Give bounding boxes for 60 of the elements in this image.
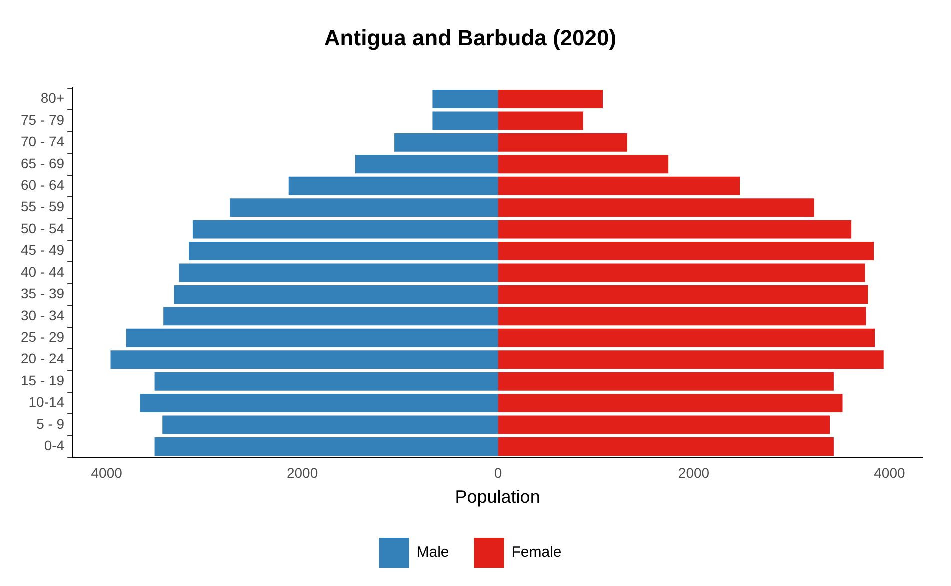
y-tick-label: 50 - 54 — [20, 220, 65, 236]
x-tick-label: 2000 — [678, 464, 710, 481]
bar — [498, 438, 834, 456]
bar — [498, 416, 830, 434]
y-tick-label: 80+ — [40, 90, 65, 106]
x-tick-label: 0 — [494, 464, 502, 481]
y-tick-label: 70 - 74 — [20, 134, 65, 150]
bar — [498, 112, 584, 130]
y-tick-label: 25 - 29 — [20, 329, 65, 346]
bar — [394, 133, 498, 152]
bar — [498, 350, 884, 370]
x-tick-label: 4000 — [874, 464, 906, 481]
bar — [498, 176, 740, 196]
bar — [498, 133, 628, 152]
bar — [174, 285, 498, 304]
chart-title: Antigua and Barbuda (2020) — [324, 25, 617, 50]
bar — [164, 307, 498, 326]
bar — [110, 350, 498, 370]
y-tick-label: 45 - 49 — [20, 242, 65, 258]
x-tick-label: 2000 — [286, 464, 318, 481]
bar — [498, 328, 876, 348]
y-tick-label: 10-14 — [28, 394, 65, 410]
bar — [498, 220, 852, 239]
bar — [498, 90, 603, 108]
y-tick-label: 0-4 — [44, 438, 65, 454]
bar — [498, 307, 866, 326]
y-tick-label: 5 - 9 — [36, 416, 65, 432]
bar — [498, 242, 874, 261]
legend-label: Female — [512, 544, 562, 562]
bar — [498, 264, 866, 282]
bar — [498, 198, 814, 218]
y-tick-label: 65 - 69 — [20, 155, 65, 172]
x-tick-label: 4000 — [91, 464, 123, 481]
legend-label: Male — [416, 544, 450, 562]
y-tick-label: 30 - 34 — [20, 307, 65, 324]
y-tick-label: 35 - 39 — [20, 286, 65, 302]
bar — [162, 416, 498, 434]
bar — [154, 372, 498, 391]
y-tick-label: 20 - 24 — [20, 350, 65, 367]
y-tick-label: 15 - 19 — [20, 372, 65, 388]
bar — [126, 328, 498, 348]
bar — [230, 198, 498, 218]
bar — [140, 394, 498, 413]
bar — [498, 372, 834, 391]
y-tick-label: 60 - 64 — [20, 176, 65, 193]
bar — [432, 112, 498, 130]
bar — [498, 285, 868, 304]
bar — [498, 394, 843, 413]
bar — [432, 90, 498, 108]
bar — [355, 155, 498, 174]
bar — [192, 220, 498, 239]
x-axis-title: Population — [455, 487, 540, 508]
bar — [179, 264, 498, 282]
bar — [189, 242, 498, 261]
y-tick-label: 75 - 79 — [20, 112, 65, 128]
bar — [154, 438, 498, 456]
bar — [498, 155, 669, 174]
y-tick-label: 40 - 44 — [20, 264, 65, 280]
bar — [288, 176, 498, 196]
y-tick-label: 55 - 59 — [20, 198, 65, 215]
